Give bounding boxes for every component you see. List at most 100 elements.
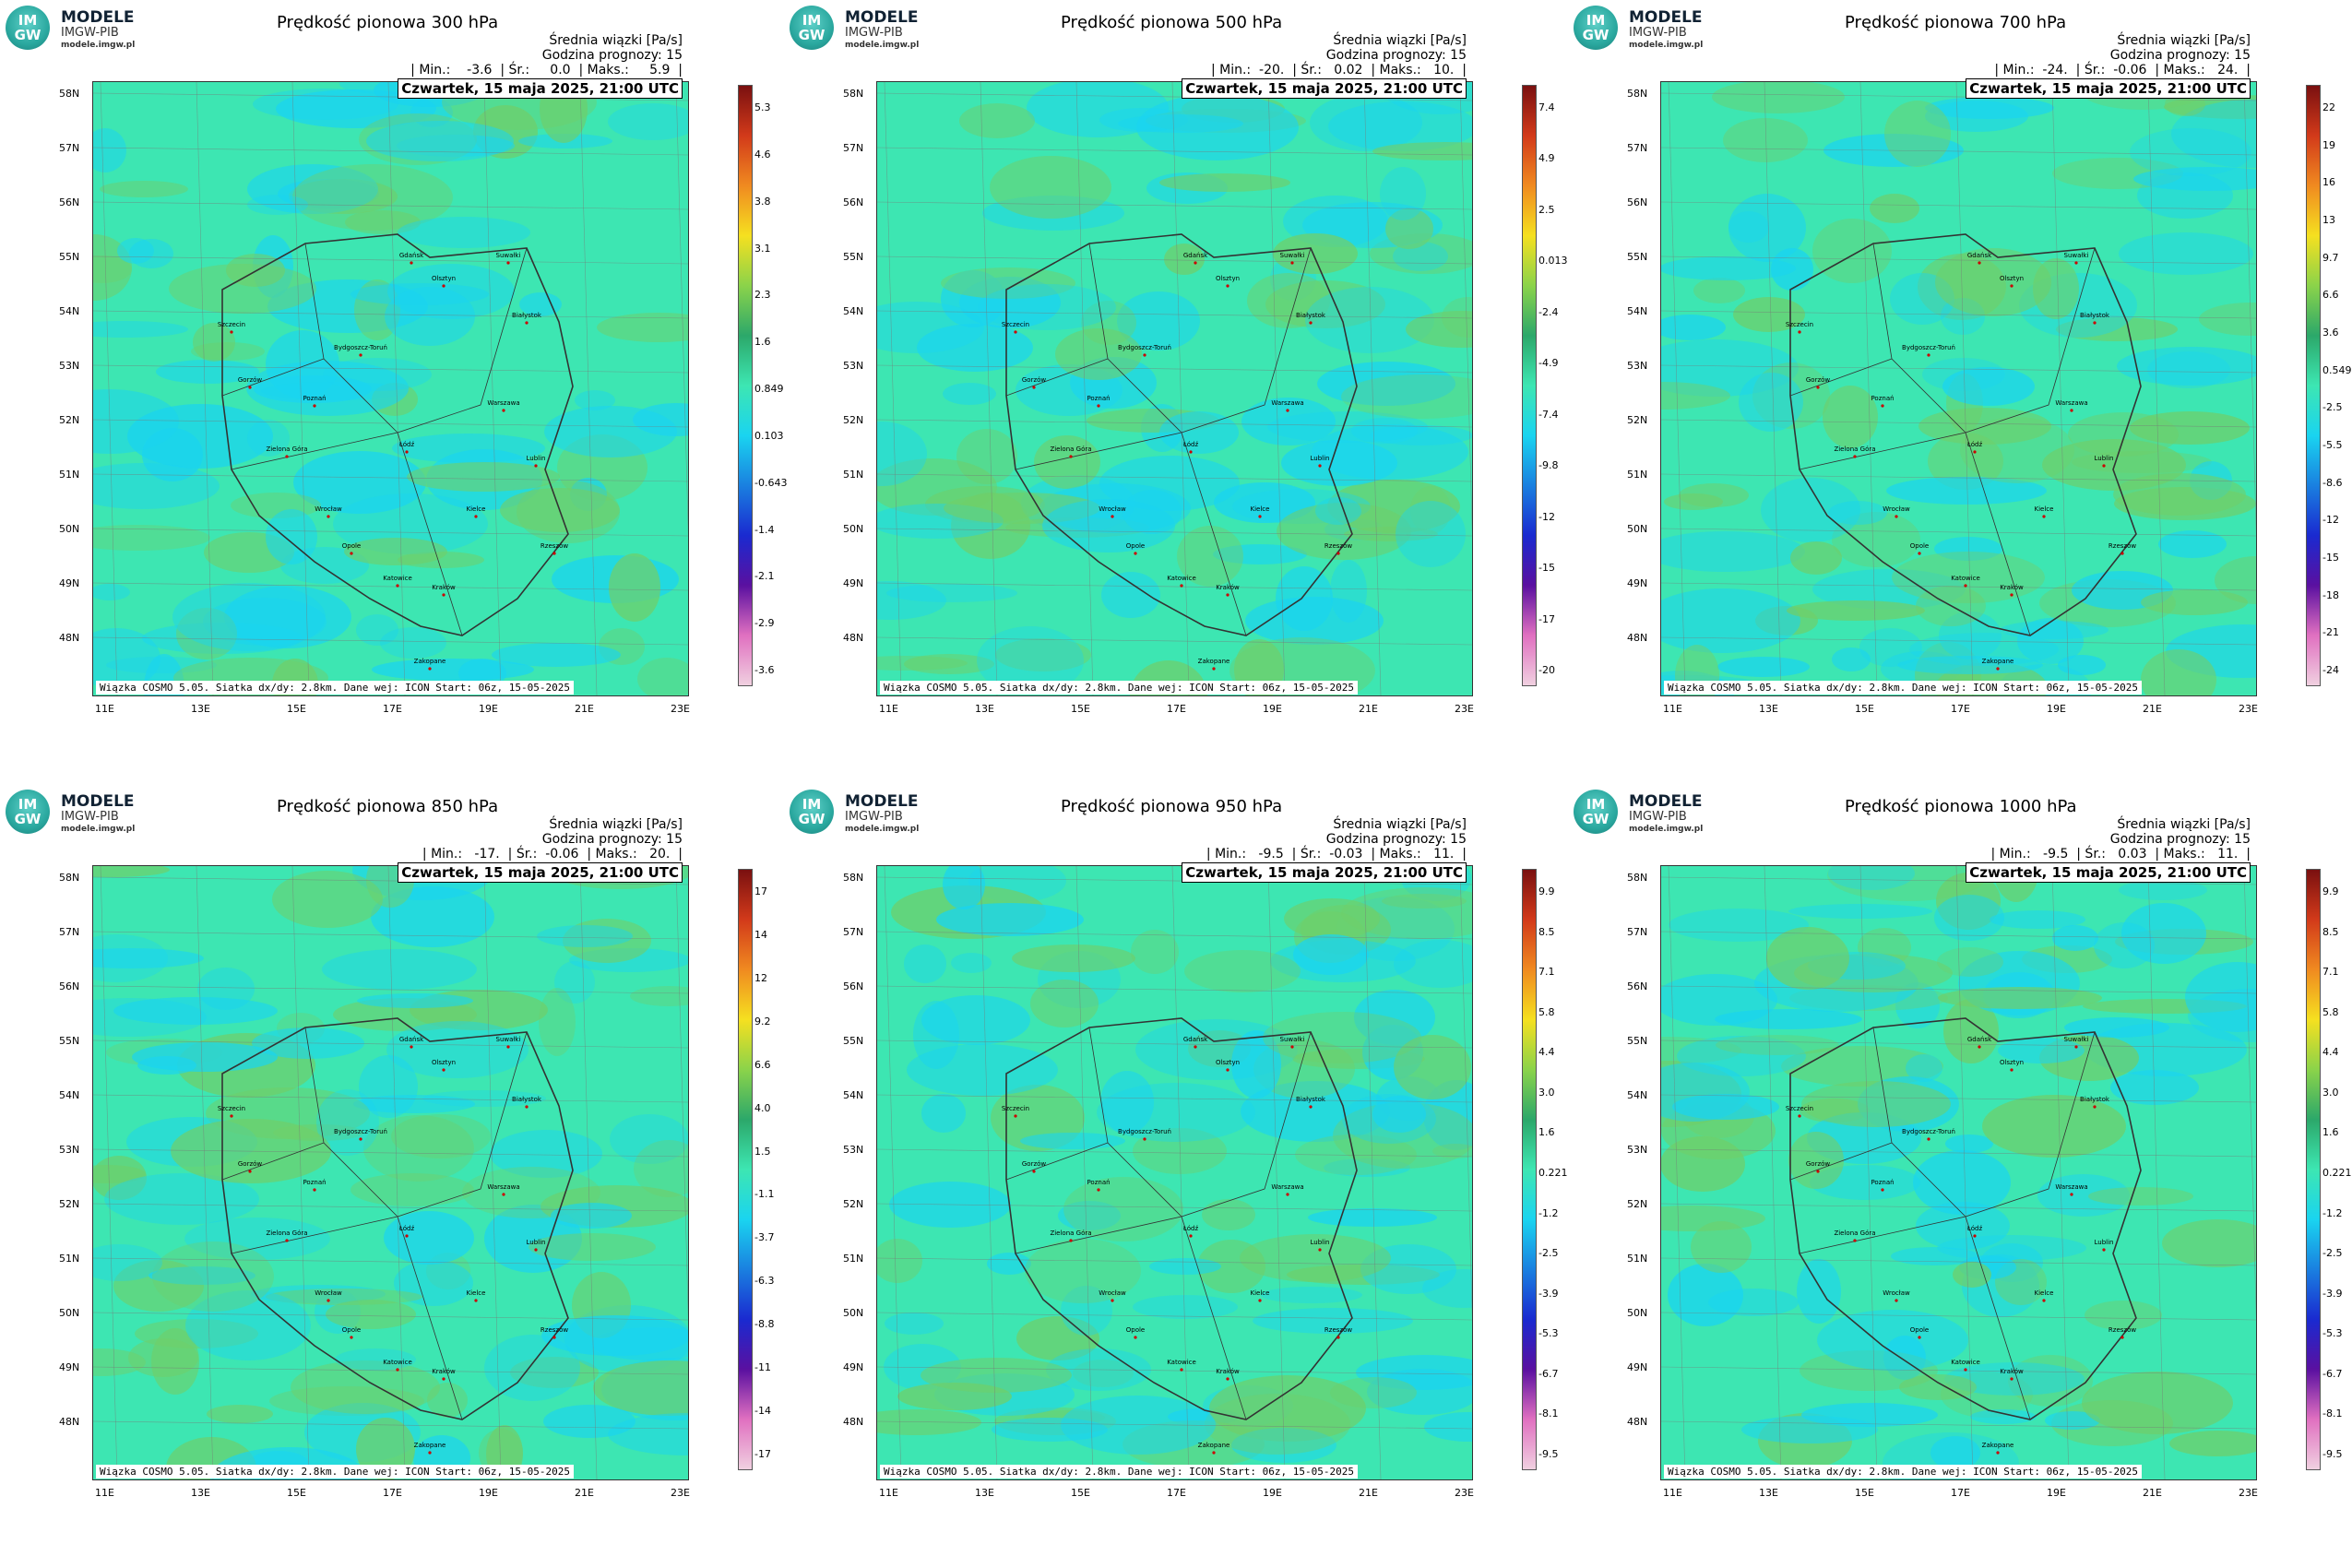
- city-marker: [474, 1299, 478, 1302]
- colorbar-label: -17: [754, 1448, 771, 1460]
- field-blob: [93, 866, 170, 877]
- latitude-gridline: [93, 1312, 688, 1321]
- field-blob: [1661, 1206, 1765, 1231]
- latitude-gridline: [1661, 310, 2256, 319]
- field-blob: [1970, 1409, 2037, 1424]
- field-blob: [1393, 242, 1448, 271]
- colorbar-label: -18: [2322, 588, 2339, 601]
- latitude-gridline: [93, 201, 688, 210]
- city-marker: [428, 667, 432, 671]
- city-marker: [1134, 1336, 1137, 1339]
- city-label: Poznań: [1087, 395, 1110, 402]
- city-label: Zielona Góra: [1050, 1229, 1091, 1237]
- city-label: Poznań: [1871, 395, 1894, 402]
- city-marker: [1978, 1045, 1981, 1049]
- latitude-gridline: [93, 1039, 688, 1049]
- city-marker: [1336, 1336, 1340, 1339]
- field-blob: [1661, 531, 1805, 572]
- colorbar: [738, 85, 753, 686]
- city-label: Szczecin: [1786, 321, 1813, 328]
- map-svg: Gdańsk Olsztyn Suwałki Szczecin Białystok Byd…: [93, 82, 688, 695]
- field-blob: [100, 181, 188, 197]
- city-label: Kraków: [432, 1368, 456, 1375]
- panel-stats: | Min.: -3.6 | Śr.: 0.0 | Maks.: 5.9 |: [410, 63, 683, 77]
- colorbar-label: -14: [754, 1405, 771, 1418]
- field-blob: [1432, 1144, 1472, 1158]
- field-blob: [1938, 987, 2102, 1009]
- longitude-gridline: [1075, 82, 1094, 695]
- latitude-label: 50N: [59, 1307, 80, 1319]
- city-marker: [2070, 409, 2073, 412]
- city-label: Lublin: [1311, 1239, 1330, 1246]
- latitude-label: 55N: [843, 1035, 864, 1047]
- colorbar-label: -2.1: [754, 570, 775, 583]
- city-label: Warszawa: [2055, 399, 2087, 407]
- field-blob: [610, 1114, 688, 1164]
- field-blob: [1328, 101, 1472, 151]
- longitude-label: 19E: [1263, 703, 1282, 715]
- panel-stats: | Min.: -20. | Śr.: 0.02 | Maks.: 10. |: [1210, 63, 1467, 77]
- longitude-gridline: [1075, 866, 1094, 1479]
- city-label: Gdańsk: [1183, 1036, 1208, 1043]
- info-forecast-hour: Godzina prognozy: 15: [541, 832, 683, 847]
- field-blob: [231, 493, 321, 518]
- imgw-logo-icon: IM GW: [790, 790, 834, 834]
- logo-subtitle: IMGW-PIB: [1629, 26, 1687, 40]
- longitude-gridline: [2051, 866, 2070, 1479]
- field-blob: [1020, 1133, 1125, 1149]
- logo-title: MODELE: [1629, 8, 1703, 27]
- longitude-gridline: [387, 866, 406, 1479]
- field-blob: [1012, 944, 1135, 972]
- colorbar-label: 4.6: [754, 148, 771, 160]
- field-blob: [1394, 1035, 1471, 1099]
- city-marker: [2042, 515, 2046, 518]
- city-marker: [313, 404, 316, 408]
- city-marker: [1258, 515, 1262, 518]
- field-blob: [2008, 1355, 2093, 1407]
- latitude-gridline: [93, 582, 688, 591]
- forecast-date: Czwartek, 15 maja 2025, 21:00 UTC: [1966, 862, 2251, 883]
- longitude-label: 17E: [383, 703, 402, 715]
- colorbar-label: 1.6: [2322, 1126, 2339, 1139]
- colorbar-label: 3.0: [1538, 1086, 1555, 1099]
- colorbar-label: -2.5: [2322, 401, 2343, 414]
- city-marker: [2042, 1299, 2046, 1302]
- field-blob: [1953, 1262, 1991, 1288]
- city-marker: [474, 515, 478, 518]
- info-mean-label: Średnia wiązki [Pa/s]: [2117, 817, 2251, 832]
- field-blob: [1934, 537, 2002, 561]
- city-label: Lublin: [527, 455, 546, 462]
- model-info-footer: Wiązka COSMO 5.05. Siatka dx/dy: 2.8km. …: [96, 681, 574, 695]
- longitude-gridline: [100, 82, 118, 695]
- city-marker: [502, 409, 505, 412]
- field-blob: [1906, 1054, 1942, 1082]
- field-blob: [877, 422, 927, 486]
- field-blob: [2068, 412, 2179, 457]
- colorbar-label: 6.6: [754, 1058, 771, 1071]
- field-blob: [1998, 1038, 2085, 1063]
- latitude-label: 48N: [59, 1416, 80, 1428]
- poland-border: [221, 233, 574, 636]
- logo-mark-top: IM: [802, 796, 822, 813]
- colorbar-label: 17: [754, 885, 767, 897]
- latitude-label: 58N: [1627, 88, 1648, 100]
- field-blob: [104, 1173, 259, 1225]
- longitude-label: 23E: [671, 703, 690, 715]
- field-blob: [1716, 1035, 1839, 1055]
- longitude-label: 23E: [1455, 703, 1474, 715]
- panel-info: Średnia wiązki [Pa/s] Godzina prognozy: 1…: [2110, 817, 2251, 847]
- field-blob: [630, 986, 688, 1006]
- field-blob: [1424, 1412, 1472, 1442]
- city-label: Gorzów: [1806, 1160, 1831, 1168]
- field-blob: [1263, 1012, 1421, 1063]
- city-label: Zielona Góra: [1834, 445, 1875, 453]
- latitude-gridline: [93, 255, 688, 265]
- city-marker: [1309, 1105, 1313, 1109]
- info-forecast-hour: Godzina prognozy: 15: [1325, 832, 1467, 847]
- latitude-label: 51N: [1627, 469, 1648, 481]
- field-blob: [2088, 1187, 2193, 1206]
- city-marker: [1143, 353, 1146, 357]
- field-blob: [2162, 1219, 2256, 1267]
- colorbar-label: -4.9: [1538, 357, 1559, 370]
- city-marker: [1290, 261, 1294, 265]
